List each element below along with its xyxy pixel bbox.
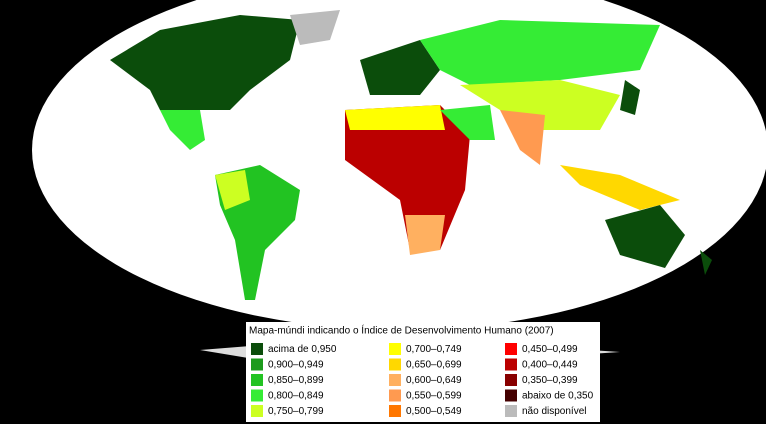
legend-label: 0,650–0,699 (406, 360, 462, 371)
legend-title: Mapa-múndi indicando o Índice de Desenvo… (249, 324, 554, 337)
legend-swatch (505, 374, 517, 386)
mexico (160, 110, 205, 150)
middle-east (440, 105, 495, 140)
southeast-asia (560, 165, 680, 210)
legend-label: 0,900–0,949 (268, 360, 324, 371)
north-america (110, 15, 300, 110)
legend-label: 0,450–0,499 (522, 344, 578, 355)
legend-swatch (505, 405, 517, 417)
legend-swatch (251, 358, 263, 371)
south-africa (405, 215, 445, 255)
asia-central (460, 80, 620, 130)
greenland (290, 10, 340, 45)
legend-swatch (389, 343, 401, 355)
legend-swatch (251, 374, 263, 386)
legend: Mapa-múndi indicando o Índice de Desenvo… (246, 322, 600, 422)
legend-label: 0,550–0,599 (406, 391, 462, 402)
legend-label: 0,400–0,449 (522, 360, 578, 371)
japan (620, 80, 640, 115)
legend-box (246, 322, 600, 422)
legend-swatch (389, 405, 401, 417)
legend-swatch (251, 343, 263, 355)
legend-swatch (251, 389, 263, 402)
africa (345, 105, 470, 250)
legend-swatch (389, 389, 401, 402)
north-africa (345, 105, 445, 130)
legend-swatch (505, 358, 517, 371)
legend-label: 0,750–0,799 (268, 406, 324, 417)
russia (420, 20, 660, 85)
andes (215, 170, 250, 210)
new-zealand (700, 250, 712, 275)
legend-swatch (251, 405, 263, 417)
legend-label: abaixo de 0,350 (522, 391, 594, 402)
legend-label: 0,700–0,749 (406, 344, 462, 355)
legend-label: 0,800–0,849 (268, 391, 324, 402)
legend-label: 0,350–0,399 (522, 375, 578, 386)
legend-label: 0,500–0,549 (406, 406, 462, 417)
legend-label: não disponível (522, 406, 587, 417)
legend-label: 0,850–0,899 (268, 375, 324, 386)
legend-label: 0,600–0,649 (406, 375, 462, 386)
legend-swatch (505, 343, 517, 355)
legend-swatch (389, 374, 401, 386)
europe (360, 40, 440, 95)
legend-label: acima de 0,950 (268, 344, 337, 355)
legend-swatch (505, 389, 517, 402)
australia (605, 205, 685, 268)
south-asia (500, 110, 545, 165)
legend-swatch (389, 358, 401, 371)
